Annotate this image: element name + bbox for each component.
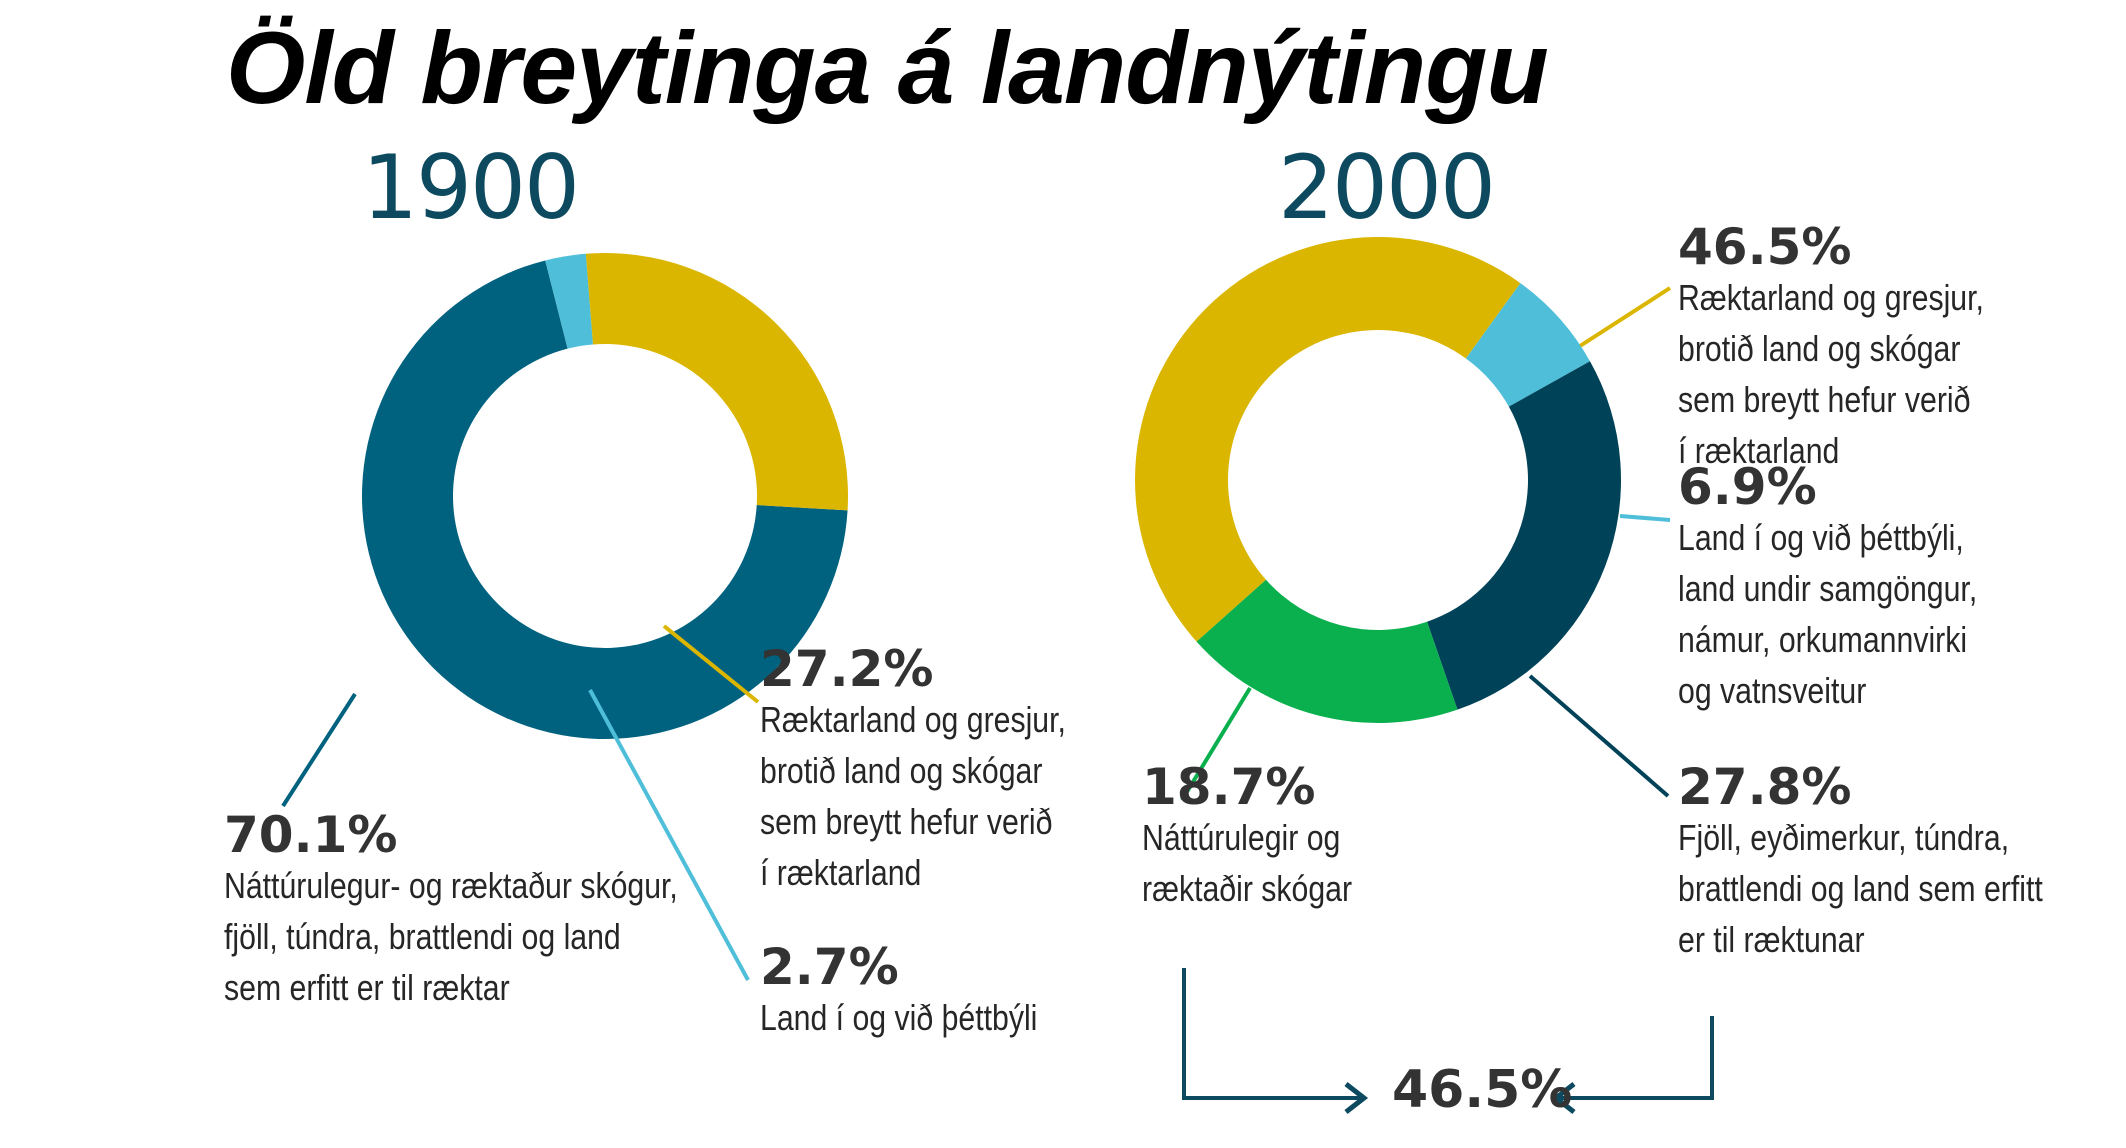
arrowhead-left <box>1551 1082 1576 1114</box>
slice-description-line: land undir samgöngur, <box>1678 568 1978 610</box>
slice-description-line: Ræktarland og gresjur, <box>760 699 1066 740</box>
slice-description-line: sem breytt hefur verið <box>760 801 1053 843</box>
slice-description-line: í ræktarland <box>760 852 922 894</box>
slice-description-line: fjöll, túndra, brattlendi og land <box>224 916 621 958</box>
slice-description-line: og vatnsveitur <box>1678 670 1867 712</box>
chart-2000-title: 2000 <box>1278 136 1496 239</box>
bracket-line-right <box>1558 1016 1714 1100</box>
slice-description-line: Náttúrulegur- og ræktaður skógur, <box>224 865 678 906</box>
slice-description-line: í ræktarland <box>1678 430 1840 472</box>
slice-description-line: brotið land og skógar <box>760 750 1043 792</box>
slice-2000-2 <box>1427 361 1621 710</box>
slice-1900-2 <box>585 253 848 511</box>
slice-description: Land í og við þéttbýli, land undir samgön… <box>1678 512 2034 716</box>
slice-description-line: námur, orkumannvirki <box>1678 619 1968 661</box>
slice-description-line: Náttúrulegir og <box>1142 817 1341 858</box>
leader-line-1900-1 <box>588 689 750 981</box>
slice-description-line: ræktaðir skógar <box>1142 868 1353 910</box>
slice-description-line: sem breytt hefur verið <box>1678 379 1971 421</box>
slice-percent-label: 6.9% <box>1678 458 1817 516</box>
slice-description-line: er til ræktunar <box>1678 919 1865 961</box>
slice-label-2000-1: 6.9% Land í og við þéttbýli, land undir sa… <box>1678 462 2034 716</box>
slice-2000-0 <box>1134 236 1521 642</box>
slice-description: Fjöll, eyðimerkur, túndra, brattlendi og … <box>1678 812 2112 965</box>
slice-percent-label: 2.7% <box>760 938 899 996</box>
slice-label-2000-0: 46.5% Ræktarland og gresjur, brotið land o… <box>1678 222 2042 476</box>
slice-description: Ræktarland og gresjur, brotið land og skó… <box>760 694 1124 898</box>
chart-1900-title: 1900 <box>362 136 580 239</box>
slice-description-line: Land í og við þéttbýli <box>760 997 1038 1038</box>
combined-total-label: 46.5% <box>1392 1060 1573 1120</box>
slice-description: Land í og við þéttbýli <box>760 992 1090 1043</box>
leader-line-1900-0 <box>281 692 357 808</box>
slice-percent-label: 70.1% <box>224 806 398 864</box>
bracket-line-left <box>1182 968 1362 1100</box>
leader-line-2000-3 <box>1180 686 1252 802</box>
slice-percent-label: 27.8% <box>1678 758 1852 816</box>
slice-description: Ræktarland og gresjur, brotið land og skó… <box>1678 272 2042 476</box>
slice-label-1900-2: 27.2% Ræktarland og gresjur, brotið land o… <box>760 644 1124 898</box>
slice-percent-label: 18.7% <box>1142 758 1316 816</box>
slice-label-1900-0: 70.1% Náttúrulegur- og ræktaður skógur, fj… <box>224 810 764 1013</box>
slice-description-line: Land í og við þéttbýli, <box>1678 517 1964 558</box>
slice-description-line: Fjöll, eyðimerkur, túndra, <box>1678 817 2010 858</box>
slice-1900-1 <box>545 253 594 349</box>
page-title: Öld breytinga á landnýtingu <box>226 11 1549 125</box>
slice-description: Náttúrulegir og ræktaðir skógar <box>1142 812 1392 914</box>
slice-description: Náttúrulegur- og ræktaður skógur, fjöll, … <box>224 860 764 1013</box>
slice-description-line: Ræktarland og gresjur, <box>1678 277 1984 318</box>
leader-line-1900-2 <box>662 624 760 704</box>
leader-line-2000-2 <box>1528 674 1670 798</box>
slice-description-line: brotið land og skógar <box>1678 328 1961 370</box>
slice-2000-1 <box>1465 283 1590 407</box>
slice-percent-label: 27.2% <box>760 640 934 698</box>
slice-label-2000-3: 18.7% Náttúrulegir og ræktaðir skógar <box>1142 762 1392 914</box>
slice-1900-0 <box>361 260 848 739</box>
slice-percent-label: 46.5% <box>1678 218 1852 276</box>
arrowhead-right <box>1344 1082 1369 1114</box>
leader-line-2000-1 <box>1619 514 1671 522</box>
slice-label-2000-2: 27.8% Fjöll, eyðimerkur, túndra, brattlend… <box>1678 762 2112 965</box>
leader-line-2000-0 <box>1578 286 1672 348</box>
slice-2000-3 <box>1196 579 1458 723</box>
slice-label-1900-1: 2.7% Land í og við þéttbýli <box>760 942 1090 1043</box>
slice-description-line: sem erfitt er til ræktar <box>224 967 510 1009</box>
slice-description-line: brattlendi og land sem erfitt <box>1678 868 2043 910</box>
